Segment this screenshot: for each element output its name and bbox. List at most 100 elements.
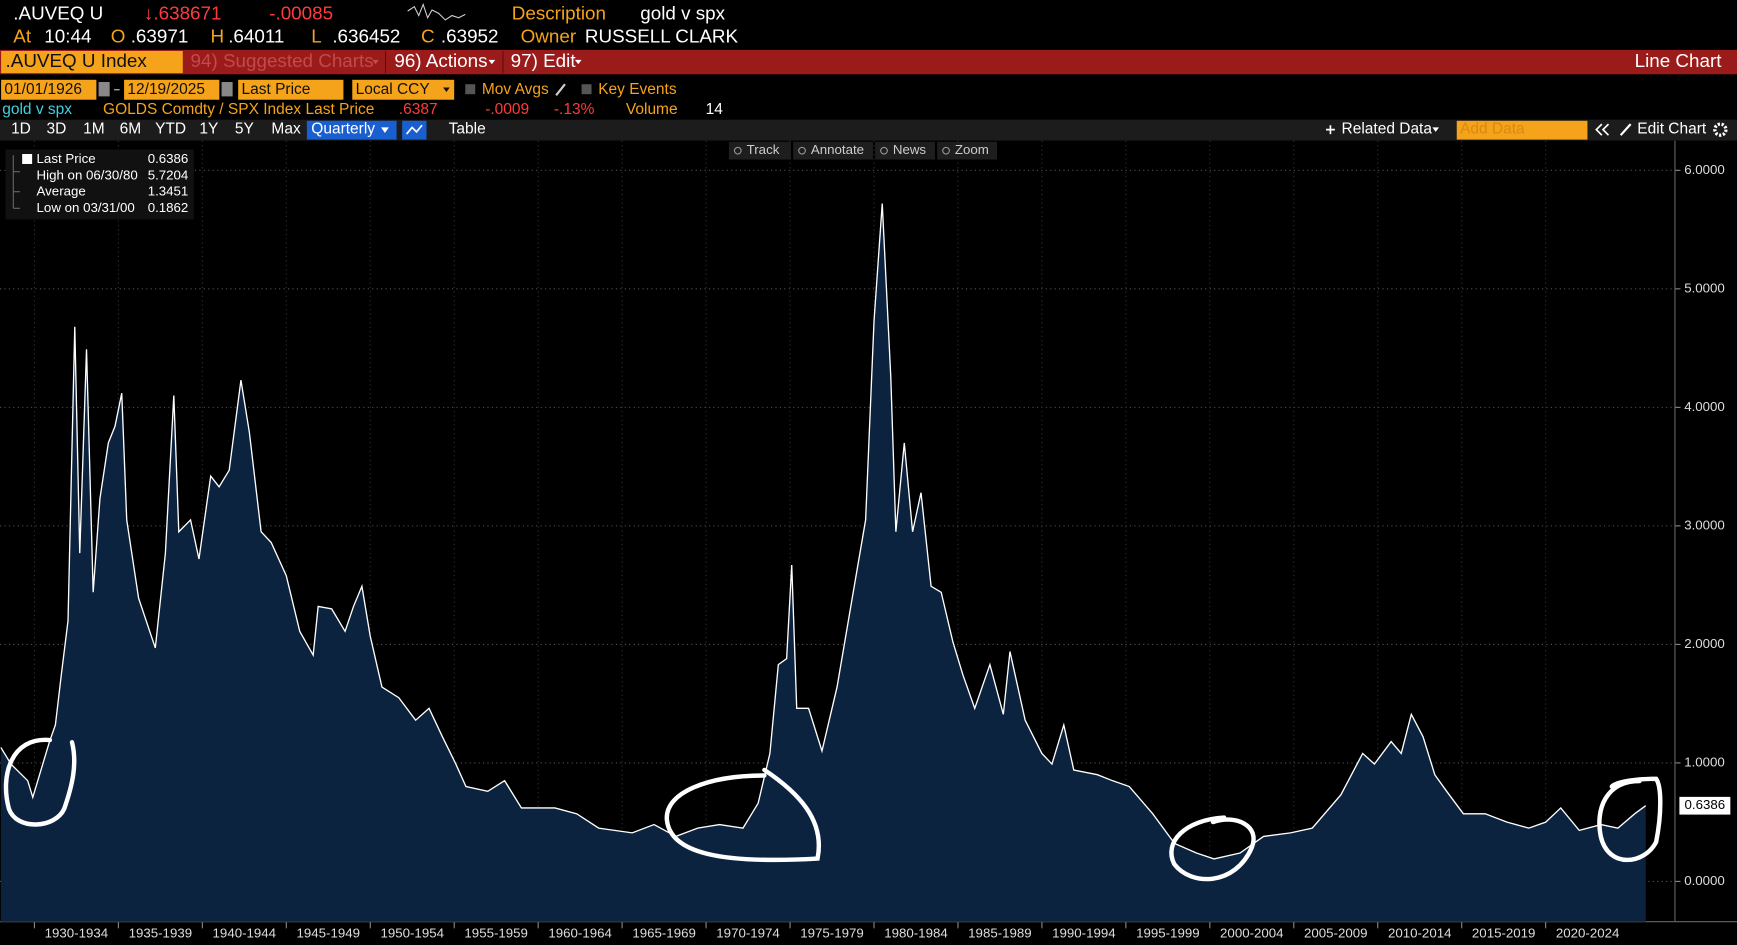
legend-change: -.0009 (485, 101, 529, 118)
series-name: gold v spx (2, 101, 72, 118)
x-tick-label: 1935-1939 (129, 925, 193, 940)
volume: 14 (706, 101, 724, 118)
owner: RUSSELL CLARK (585, 26, 739, 47)
mov-avgs: Mov Avgs (482, 81, 549, 98)
period-button[interactable]: 1Y (199, 121, 218, 138)
x-tick-label: 1995-1999 (1136, 925, 1200, 940)
circle-annotation (1597, 776, 1663, 863)
x-tick-label: 1955-1959 (464, 925, 528, 940)
ticker: .AUVEQ U (13, 2, 103, 23)
stats-tree (12, 155, 20, 209)
y-tick-label: 4.0000 (1684, 399, 1725, 414)
stat-value: 1.3451 (148, 184, 189, 199)
at-label: At (13, 26, 32, 47)
x-tick-label: 1970-1974 (716, 925, 780, 940)
x-tick-label: 1990-1994 (1052, 925, 1116, 940)
x-tick-label: 2010-2014 (1388, 925, 1452, 940)
last-value-tag (1679, 796, 1731, 815)
y-tick-label: 2.0000 (1684, 636, 1725, 651)
x-tick-label: 1960-1964 (548, 925, 612, 940)
period-button[interactable]: 6M (120, 121, 142, 138)
security: .AUVEQ U Index (6, 50, 148, 71)
tool-icon (942, 146, 950, 155)
tool-label: News (893, 142, 927, 157)
checkbox[interactable] (465, 84, 476, 95)
security-box[interactable] (1, 50, 183, 74)
collapse-icon[interactable] (1595, 123, 1610, 136)
low-label: L (311, 26, 321, 47)
plus-icon (1326, 125, 1335, 135)
description-label: Description (512, 2, 606, 23)
period-button[interactable]: Max (271, 121, 301, 138)
end-date: 12/19/2025 (127, 81, 205, 98)
start-date: 01/01/1926 (4, 81, 82, 98)
x-tick-label: 2005-2009 (1304, 925, 1368, 940)
checkbox[interactable] (581, 84, 592, 95)
period-button[interactable]: 1D (11, 121, 31, 138)
tool-button[interactable] (728, 141, 791, 160)
period-button[interactable]: 5Y (235, 121, 254, 138)
y-tick-label: 5.0000 (1684, 280, 1725, 295)
high: .64011 (228, 26, 284, 47)
legend-last: .6387 (399, 101, 438, 118)
related-data[interactable]: Related Data (1342, 121, 1433, 138)
toolbar (0, 119, 1737, 141)
caret (488, 59, 496, 65)
circle-annotation (3, 737, 77, 827)
y-tick-label: 3.0000 (1684, 517, 1725, 532)
x-tick-label: 1945-1949 (297, 925, 361, 940)
tool-button[interactable] (793, 141, 873, 160)
calendar-icon[interactable] (221, 82, 233, 97)
edit-chart[interactable]: Edit Chart (1637, 121, 1707, 138)
description: gold v spx (640, 2, 725, 23)
x-tick-label: 1985-1989 (968, 925, 1032, 940)
end-date-box[interactable] (124, 79, 220, 100)
period-button[interactable]: 3D (47, 121, 67, 138)
last-value-label: 0.6386 (1685, 797, 1726, 812)
actions[interactable]: 96) Actions (394, 50, 487, 71)
field-box[interactable] (238, 79, 344, 100)
area-fill (0, 203, 1646, 922)
legend-change-pct: -.13% (554, 101, 595, 118)
pencil-icon (1619, 123, 1632, 136)
y-tick-label: 6.0000 (1684, 162, 1725, 177)
table[interactable]: Table (449, 121, 486, 138)
stat-label: Average (37, 184, 86, 199)
stat-value: 0.6386 (148, 151, 189, 166)
y-tick-label: 0.0000 (1684, 873, 1725, 888)
menu-bar (0, 49, 1737, 75)
stats-box (5, 149, 194, 220)
gear-icon[interactable] (1713, 122, 1728, 137)
suggested-charts[interactable]: 94) Suggested Charts (191, 50, 374, 71)
caret (372, 59, 379, 65)
tool-button[interactable] (937, 141, 998, 160)
low: .636452 (332, 26, 400, 47)
series-swatch (22, 154, 33, 164)
circle-annotation (664, 767, 822, 863)
stat-value: 0.1862 (148, 200, 189, 215)
pencil-icon[interactable] (555, 83, 566, 96)
caret (1432, 127, 1440, 132)
chart-type: Line Chart (1635, 50, 1723, 71)
x-tick-label: 2015-2019 (1472, 925, 1536, 940)
add-data-box[interactable] (1456, 120, 1588, 140)
period-button[interactable]: 1M (83, 121, 105, 138)
edit[interactable]: 97) Edit (511, 50, 577, 71)
period-button[interactable]: YTD (155, 121, 186, 138)
start-date-box[interactable] (1, 79, 97, 100)
x-tick-label: 1950-1954 (380, 925, 444, 940)
frequency-box[interactable] (306, 120, 397, 140)
tool-icon (798, 146, 806, 155)
tool-label: Track (747, 142, 780, 157)
tool-button[interactable] (875, 141, 935, 160)
add-data: Add Data (1460, 121, 1525, 138)
close: .63952 (441, 26, 499, 47)
x-tick-label: 1980-1984 (884, 925, 948, 940)
caret (381, 127, 389, 133)
x-tick-label: 1930-1934 (45, 925, 109, 940)
currency-box[interactable] (352, 79, 455, 100)
calendar-icon[interactable] (98, 82, 110, 97)
caret (443, 87, 450, 92)
tool-icon (880, 146, 888, 155)
